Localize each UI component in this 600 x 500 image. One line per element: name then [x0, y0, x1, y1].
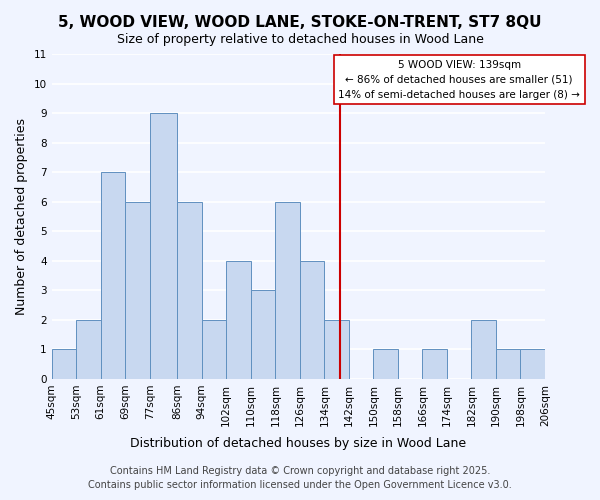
Text: Contains HM Land Registry data © Crown copyright and database right 2025.
Contai: Contains HM Land Registry data © Crown c… — [88, 466, 512, 490]
Bar — [422, 350, 447, 379]
Bar — [520, 350, 545, 379]
Bar — [325, 320, 349, 379]
Text: 5, WOOD VIEW, WOOD LANE, STOKE-ON-TRENT, ST7 8QU: 5, WOOD VIEW, WOOD LANE, STOKE-ON-TRENT,… — [58, 15, 542, 30]
Bar — [226, 261, 251, 379]
Bar — [496, 350, 520, 379]
Bar — [202, 320, 226, 379]
Bar — [101, 172, 125, 379]
X-axis label: Distribution of detached houses by size in Wood Lane: Distribution of detached houses by size … — [130, 437, 466, 450]
Text: 5 WOOD VIEW: 139sqm
← 86% of detached houses are smaller (51)
14% of semi-detach: 5 WOOD VIEW: 139sqm ← 86% of detached ho… — [338, 60, 580, 100]
Bar — [76, 320, 101, 379]
Text: Size of property relative to detached houses in Wood Lane: Size of property relative to detached ho… — [116, 32, 484, 46]
Bar — [300, 261, 325, 379]
Bar — [150, 113, 177, 379]
Bar — [275, 202, 300, 379]
Bar — [472, 320, 496, 379]
Bar — [177, 202, 202, 379]
Bar — [251, 290, 275, 379]
Y-axis label: Number of detached properties: Number of detached properties — [15, 118, 28, 315]
Bar — [52, 350, 76, 379]
Bar — [125, 202, 150, 379]
Bar — [373, 350, 398, 379]
